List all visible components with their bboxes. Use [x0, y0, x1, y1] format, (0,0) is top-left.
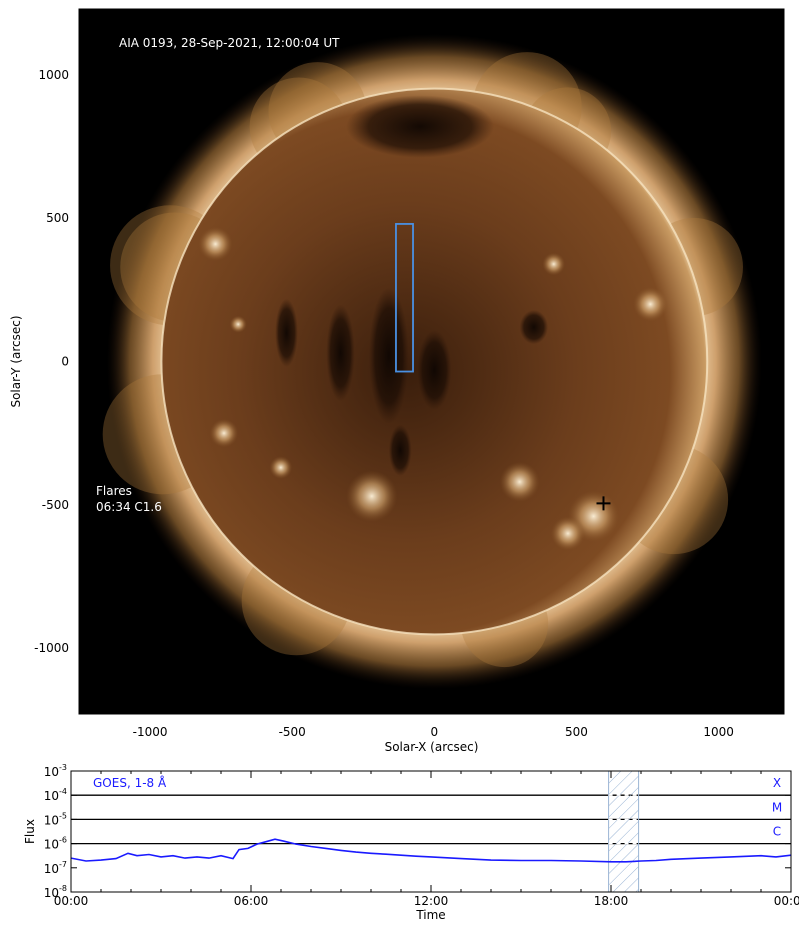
active-region	[198, 226, 233, 262]
solar-image	[102, 34, 762, 689]
y-tick-label: 1000	[38, 68, 69, 82]
active-region	[542, 252, 566, 276]
x-tick-label: 500	[565, 725, 588, 739]
time-tick-label: 00:00	[774, 894, 799, 908]
time-axis-label: Time	[415, 908, 445, 922]
active-region	[229, 315, 247, 333]
y-tick-label: 500	[46, 211, 69, 225]
region-box	[395, 223, 414, 373]
x-axis-label: Solar-X (arcsec)	[385, 740, 479, 754]
class-label-X: X	[773, 776, 781, 790]
flux-tick-label: 10-5	[44, 811, 67, 827]
x-tick-label: -1000	[133, 725, 168, 739]
y-tick-label: -500	[42, 498, 69, 512]
highlight-band	[608, 770, 640, 893]
active-region	[269, 456, 293, 479]
goes-flux-line	[71, 838, 791, 863]
flare-marker	[596, 496, 611, 511]
time-tick-label: 12:00	[414, 894, 449, 908]
time-tick-label: 00:00	[54, 894, 89, 908]
flux-axis-label: Flux	[23, 819, 37, 844]
coronal-hole	[275, 298, 298, 367]
goes-panel: GOES, 1-8 Å XMC 00:00 06:00 12:00 18:00 00:0…	[23, 763, 799, 922]
y-tick-label: -1000	[34, 641, 69, 655]
flux-tick-label: 10-7	[44, 860, 67, 876]
flare-entry: 06:34 C1.6	[96, 500, 162, 514]
time-tick-label: 18:00	[594, 894, 629, 908]
time-highlight	[608, 770, 640, 893]
x-tick-label: -500	[279, 725, 306, 739]
coronal-hole	[417, 330, 452, 410]
disk-features	[198, 95, 668, 551]
goes-plot-area	[71, 771, 791, 892]
active-region	[633, 287, 668, 322]
y-axis-label: Solar-Y (arcsec)	[9, 315, 23, 407]
y-tick-label: 0	[61, 355, 69, 369]
goes-title: GOES, 1-8 Å	[93, 775, 167, 790]
x-tick-label: 1000	[703, 725, 734, 739]
flux-tick-label: 10-8	[44, 884, 67, 900]
x-tick-label: 0	[431, 725, 439, 739]
image-axis-ticks: -1000 -500 0 500 1000 1000 500 0 -500 -1000	[34, 9, 784, 739]
coronal-hole	[326, 304, 355, 402]
flux-tick-label: 10-4	[44, 787, 67, 803]
active-region	[550, 516, 586, 551]
flux-tick-label: 10-6	[44, 836, 67, 852]
coronal-hole	[368, 287, 409, 424]
active-region	[346, 470, 398, 522]
active-region	[209, 418, 239, 448]
solar-limb	[160, 87, 709, 636]
flux-tick-label: 10-3	[44, 763, 67, 779]
goes-class-labels: XMC	[772, 776, 782, 838]
solar-image-panel: AIA 0193, 28-Sep-2021, 12:00:04 UT Flare…	[9, 8, 785, 754]
class-label-M: M	[772, 800, 782, 814]
coronal-hole	[388, 424, 412, 476]
image-title: AIA 0193, 28-Sep-2021, 12:00:04 UT	[119, 36, 340, 50]
goes-class-lines	[71, 794, 791, 845]
active-region	[499, 461, 540, 502]
coronal-hole	[346, 95, 495, 158]
coronal-hole	[519, 310, 549, 345]
class-label-C: C	[773, 825, 781, 839]
time-tick-label: 06:00	[234, 894, 269, 908]
goes-axis-ticks: 00:00 06:00 12:00 18:00 00:00 10-3 10-4 10-5 10-…	[44, 763, 799, 908]
flares-heading: Flares	[96, 484, 132, 498]
